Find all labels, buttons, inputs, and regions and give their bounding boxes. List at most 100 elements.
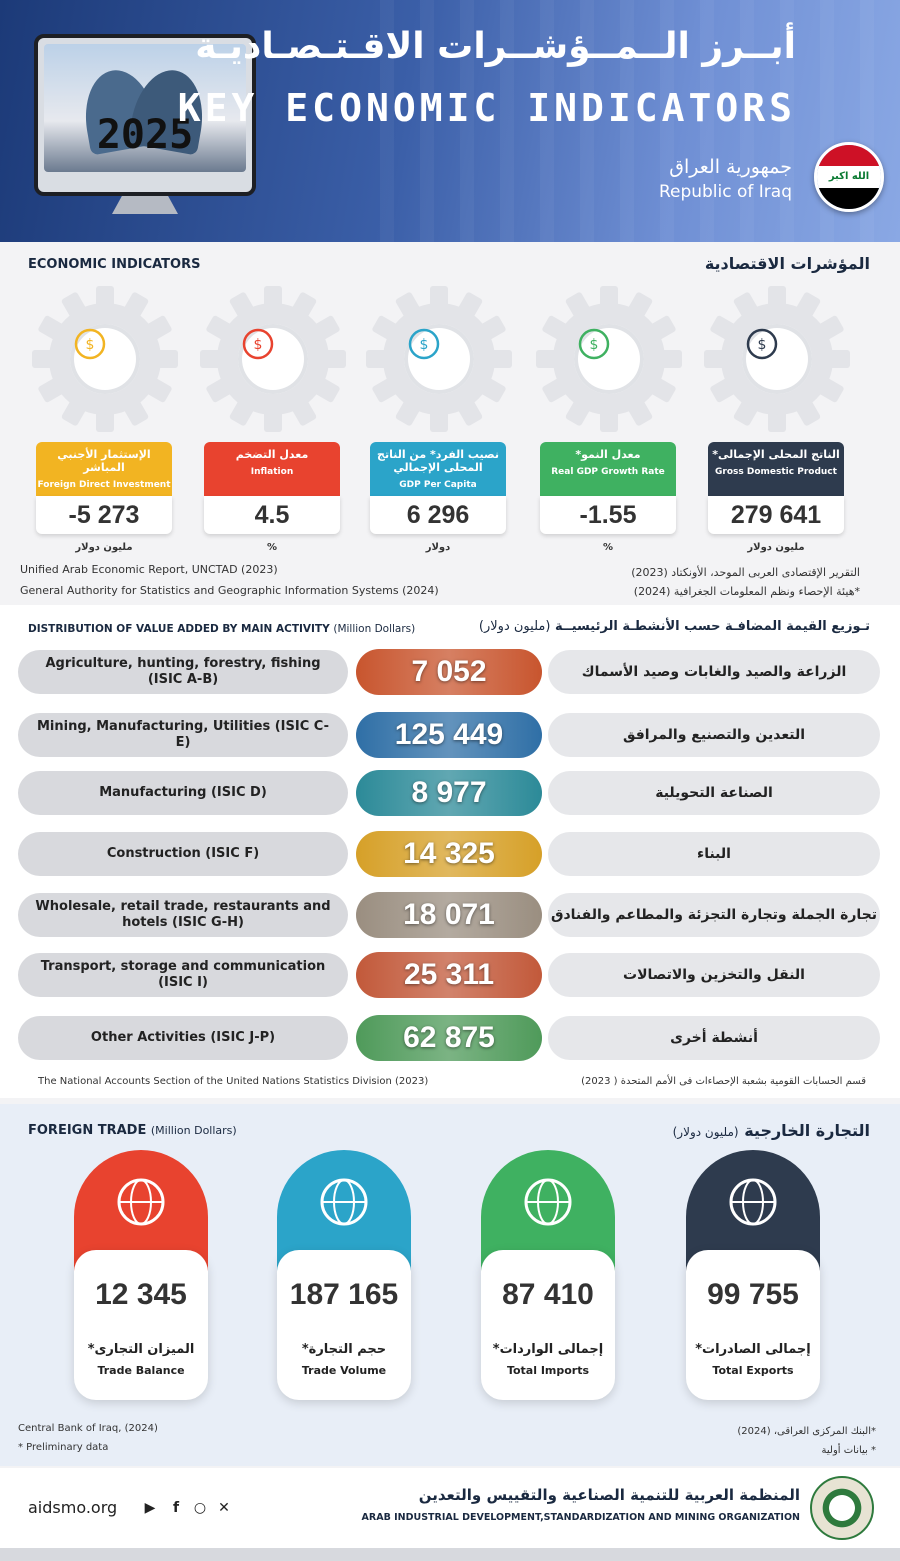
trade-label-en: Trade Balance: [97, 1364, 185, 1377]
indicator-value: -5 273: [36, 496, 172, 534]
trade-value: 12 345: [95, 1278, 187, 1311]
facebook-icon[interactable]: f: [172, 1500, 180, 1516]
trade-label-en: Trade Volume: [301, 1364, 387, 1377]
city-background: [380, 0, 900, 242]
activity-value: 8 977: [356, 770, 542, 816]
globe-export-icon: [723, 1172, 783, 1232]
svg-text:$: $: [254, 337, 263, 353]
indicator-label-en: Real GDP Growth Rate: [551, 467, 665, 477]
trade-card: 87 410 إجمالى الواردات* Total Imports: [481, 1150, 615, 1400]
trade-label-ar: إجمالى الواردات*: [492, 1342, 604, 1357]
instagram-icon[interactable]: ○: [193, 1500, 207, 1516]
indicator-unit: مليون دولار: [75, 542, 133, 553]
year-label: 2025: [96, 112, 194, 158]
indicator-value: 279 641: [708, 496, 844, 534]
indicator-label-ar: نصيب الفرد* من الناتج المحلى الإجمالي: [377, 448, 499, 474]
activity-label-ar: النقل والتخزين والاتصالات: [548, 953, 880, 997]
activity-value: 14 325: [356, 831, 542, 877]
trade-note-en: * Preliminary data: [18, 1442, 109, 1453]
trade-title-en: FOREIGN TRADE (Million Dollars): [28, 1123, 237, 1138]
bottom-bar: [0, 1548, 900, 1561]
monitor-illustration: 2025: [34, 34, 256, 214]
indicator-label-en: Foreign Direct Investment: [37, 480, 171, 490]
trade-source-ar: *البنك المركزى العراقى، (2024): [737, 1426, 876, 1437]
country-arabic: جمهورية العراق: [669, 156, 792, 178]
activity-value: 25 311: [356, 952, 542, 998]
trade-title-ar: التجارة الخارجية (مليون دولار): [672, 1121, 870, 1140]
activity-label-ar: تجارة الجملة وتجارة التجزئة والمطاعم وال…: [548, 893, 880, 937]
inflation-coins-icon: $: [238, 324, 308, 394]
trade-note-ar: * بيانات أولية: [821, 1445, 876, 1456]
indicator-card: نصيب الفرد* من الناتج المحلى الإجمالي GDP…: [370, 442, 506, 534]
activity-value: 7 052: [356, 649, 542, 695]
svg-text:$: $: [420, 337, 429, 353]
economic-source-ar-1: التقرير الإقتصادى العربى الموحد، الأونكت…: [631, 566, 860, 579]
activity-label-ar: التعدين والتصنيع والمرافق: [548, 713, 880, 757]
x-icon[interactable]: ✕: [218, 1500, 230, 1516]
gdp-globe-icon: $: [742, 324, 812, 394]
youtube-icon[interactable]: ▶: [144, 1500, 156, 1516]
activity-label-en: Manufacturing (ISIC D): [18, 771, 348, 815]
economic-source-en-1: Unified Arab Economic Report, UNCTAD (20…: [20, 563, 278, 576]
activity-label-en: Agriculture, hunting, forestry, fishing …: [18, 650, 348, 694]
economic-source-ar-2: *هيئة الإحصاء ونظم المعلومات الجغرافية (…: [633, 585, 860, 598]
activity-label-en: Other Activities (ISIC J-P): [18, 1016, 348, 1060]
trade-label-ar: إجمالى الصادرات*: [695, 1342, 811, 1357]
distribution-source-en: The National Accounts Section of the Uni…: [38, 1076, 429, 1087]
economic-title-en: ECONOMIC INDICATORS: [28, 257, 201, 272]
indicator-value: 6 296: [370, 496, 506, 534]
trade-card: 12 345 الميزان التجارى* Trade Balance: [74, 1150, 208, 1400]
indicator-card: معدل النمو* Real GDP Growth Rate -1.55: [540, 442, 676, 534]
indicator-label-ar: معدل التضخم: [235, 448, 309, 461]
svg-text:$: $: [758, 337, 767, 353]
indicator-value: 4.5: [204, 496, 340, 534]
gear-icon: $: [30, 284, 180, 434]
globe-import-icon: [518, 1172, 578, 1232]
activity-label-en: Wholesale, retail trade, restaurants and…: [18, 893, 348, 937]
indicator-card: معدل التضخم Inflation 4.5: [204, 442, 340, 534]
header-banner: 2025 أبــرز الــمــؤشــرات الاقـتـصـاديـ…: [0, 0, 900, 242]
org-name-en: ARAB INDUSTRIAL DEVELOPMENT,STANDARDIZAT…: [361, 1512, 800, 1523]
trade-label-en: Total Exports: [712, 1364, 794, 1377]
country-english: Republic of Iraq: [658, 182, 792, 202]
distribution-source-ar: قسم الحسابات القومية بشعبة الإحصاءات فى …: [581, 1076, 866, 1087]
economic-source-en-2: General Authority for Statistics and Geo…: [20, 584, 439, 597]
activity-label-ar: البناء: [548, 832, 880, 876]
indicator-label-en: Inflation: [250, 467, 294, 477]
website-link[interactable]: aidsmo.org: [28, 1498, 118, 1517]
gear-icon: $: [534, 284, 684, 434]
distribution-title-en: DISTRIBUTION OF VALUE ADDED BY MAIN ACTI…: [28, 623, 416, 635]
trade-balance-icon: [111, 1172, 171, 1232]
trade-label-ar: حجم التجارة*: [301, 1342, 387, 1357]
trade-label-en: Total Imports: [506, 1364, 590, 1377]
gear-icon: $: [364, 284, 514, 434]
indicator-label-ar: معدل النمو*: [575, 448, 641, 461]
trade-card: 187 165 حجم التجارة* Trade Volume: [277, 1150, 411, 1400]
org-name-ar: المنظمة العربية للتنمية الصناعية والتقيي…: [418, 1486, 800, 1504]
indicator-label-ar: الناتج المحلى الإجمالى*: [712, 448, 840, 461]
distribution-title-ar: تـوزيع القيمة المضافـة حسب الأنشطـة الرئ…: [478, 619, 870, 634]
indicator-unit: %: [266, 542, 278, 553]
trade-card: 99 755 إجمالى الصادرات* Total Exports: [686, 1150, 820, 1400]
svg-text:$: $: [590, 337, 599, 353]
indicator-unit: دولار: [425, 542, 451, 553]
indicator-card: الناتج المحلى الإجمالى* Gross Domestic Pr…: [708, 442, 844, 534]
activity-label-ar: الزراعة والصيد والغابات وصيد الأسماك: [548, 650, 880, 694]
trade-source-en: Central Bank of Iraq, (2024): [18, 1423, 158, 1434]
monitor-screen: [44, 44, 246, 172]
growth-percent-icon: $: [574, 324, 644, 394]
activity-label-en: Mining, Manufacturing, Utilities (ISIC C…: [18, 713, 348, 757]
org-emblem-icon: [810, 1476, 874, 1540]
trade-value: 187 165: [289, 1278, 399, 1311]
indicator-unit: %: [602, 542, 614, 553]
trade-value: 87 410: [502, 1278, 594, 1311]
footer: aidsmo.org ▶ f ○ ✕ المنظمة العربية للتنم…: [0, 1468, 900, 1548]
activity-label-ar: أنشطة أخرى: [548, 1016, 880, 1060]
activity-value: 125 449: [356, 712, 542, 758]
title-arabic: أبــرز الــمــؤشــرات الاقـتـصـاديـة: [195, 26, 796, 67]
activity-label-en: Transport, storage and communication (IS…: [18, 953, 348, 997]
title-english: KEY ECONOMIC INDICATORS: [177, 86, 796, 130]
indicator-label-ar: الإستثمار الأجنبي المباشر: [57, 448, 151, 474]
trade-value: 99 755: [707, 1278, 799, 1311]
gear-icon: $: [198, 284, 348, 434]
